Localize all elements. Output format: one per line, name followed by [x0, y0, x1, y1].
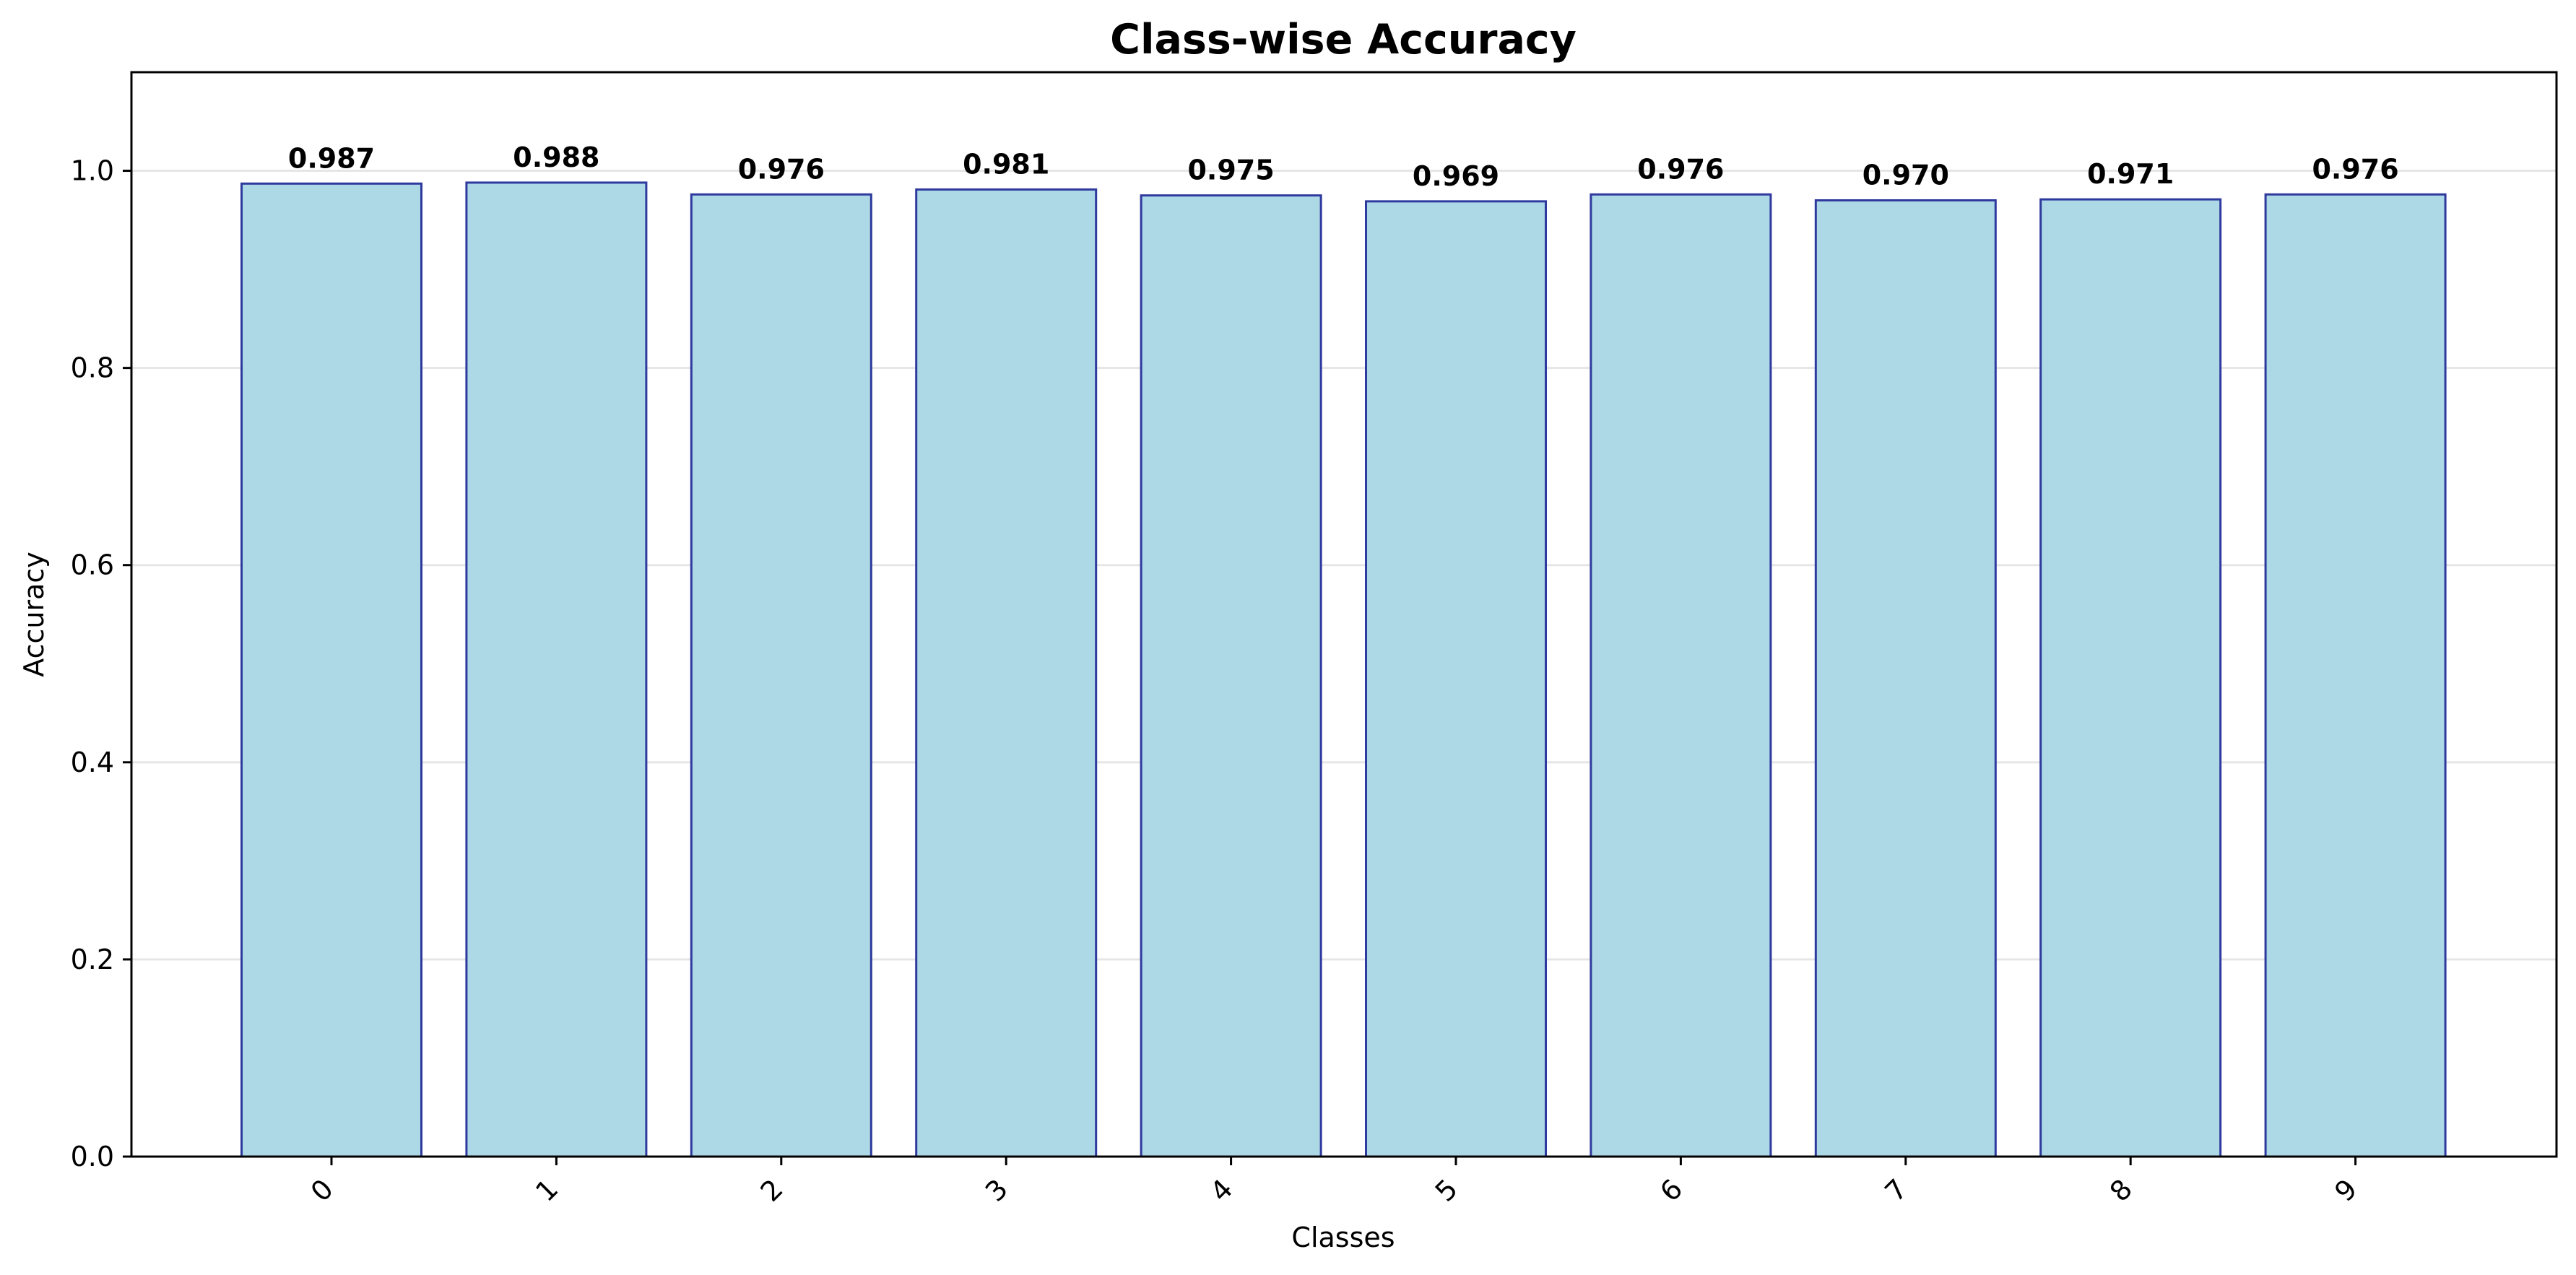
y-tick-label: 0.0 — [71, 1141, 114, 1172]
bar-value-label: 0.981 — [963, 148, 1049, 180]
bar-value-label: 0.971 — [2087, 158, 2174, 190]
x-tick-label: 5 — [1429, 1173, 1464, 1208]
bar-value-label: 0.976 — [1637, 153, 1724, 185]
x-tick-label: 4 — [1204, 1173, 1239, 1208]
x-axis-ticks: 0 1 2 3 4 5 6 7 8 9 — [305, 1157, 2364, 1208]
bar-value-label: 0.969 — [1413, 160, 1499, 192]
x-tick-label: 7 — [1878, 1173, 1913, 1208]
x-axis-label: Classes — [1291, 1222, 1395, 1253]
bar-class-8 — [2039, 198, 2222, 1158]
y-tick-label: 0.6 — [71, 549, 114, 581]
y-tick-label: 0.2 — [71, 944, 114, 975]
bar-class-5 — [1365, 200, 1547, 1158]
bar-class-6 — [1590, 193, 1772, 1158]
x-tick-label: 3 — [979, 1173, 1014, 1208]
bar-class-1 — [465, 181, 648, 1158]
bar-class-2 — [690, 193, 872, 1158]
bar-value-label: 0.987 — [288, 142, 375, 174]
plot-frame — [130, 71, 2558, 1158]
bar-value-label: 0.988 — [513, 142, 599, 173]
bar-class-7 — [1814, 199, 1997, 1158]
y-axis-ticks: 0.0 0.2 0.4 0.6 0.8 1.0 — [71, 155, 131, 1172]
y-tick-label: 1.0 — [71, 155, 114, 187]
bar-value-label: 0.976 — [2312, 153, 2398, 185]
chart-title: Class-wise Accuracy — [1110, 16, 1577, 64]
bar-value-label: 0.970 — [1862, 160, 1949, 191]
bar-value-label: 0.976 — [738, 153, 825, 185]
bars — [240, 181, 2447, 1158]
bar-value-labels: 0.987 0.988 0.976 0.981 0.975 0.969 0.976 0.970… — [288, 142, 2399, 192]
bar-class-4 — [1140, 194, 1322, 1158]
y-tick-label: 0.4 — [71, 747, 114, 778]
bar-value-label: 0.975 — [1187, 155, 1274, 186]
y-axis-label: Accuracy — [18, 552, 50, 677]
x-tick-label: 0 — [305, 1173, 339, 1208]
y-tick-label: 0.8 — [71, 352, 114, 384]
x-tick-label: 1 — [529, 1173, 564, 1208]
x-tick-label: 8 — [2104, 1173, 2138, 1208]
x-tick-label: 6 — [1654, 1173, 1688, 1208]
x-tick-label: 9 — [2328, 1173, 2363, 1208]
bar-class-3 — [915, 188, 1098, 1158]
x-tick-label: 2 — [754, 1173, 789, 1208]
bar-class-9 — [2264, 193, 2447, 1158]
bar-class-0 — [240, 182, 422, 1158]
